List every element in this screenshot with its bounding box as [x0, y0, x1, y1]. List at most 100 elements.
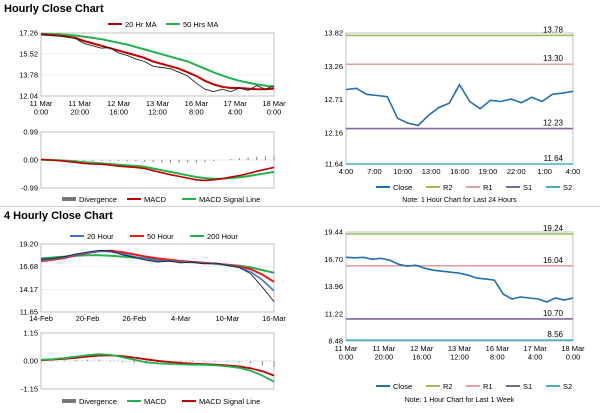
four-hourly-macd-y-tick: -1.15 [21, 385, 38, 394]
hourly-24h-x-tick: 10:00 [393, 167, 412, 176]
hourly-50hr-ma-line [40, 32, 275, 88]
four-hourly-legend-divergence-swatch [62, 399, 76, 403]
hourly-section-title: Hourly Close Chart [4, 3, 104, 15]
four-hourly-week-y-tick: 11.22 [325, 309, 343, 318]
four-hourly-week-legend-s1-label: S1 [523, 382, 532, 391]
four-hourly-price-x-tick: 20-Feb [76, 314, 100, 323]
hourly-24h-plot-area [345, 32, 574, 165]
hourly-24h-y-tick: 12.71 [324, 95, 343, 104]
four-hourly-week-legend-r2-label: R2 [443, 382, 453, 391]
hourly-24h-legend-s1-label: S1 [523, 183, 532, 192]
four-hourly-price-x-tick: 16-Mar [262, 314, 286, 323]
hourly-macd-y-tick: 0.00 [23, 156, 38, 165]
four-hourly-week-plot-area [345, 231, 574, 342]
four-hourly-week-y-tick: 19.44 [324, 228, 343, 237]
section-divider [0, 206, 600, 207]
four-hourly-price-x-tick: 4-Mar [171, 314, 191, 323]
hourly-24h-x-tick: 4:00 [566, 167, 581, 176]
four-hourly-week-x-tick: 13 Mar 12:00 [448, 344, 472, 362]
four-hourly-macd-signal-line [40, 354, 275, 377]
hourly-24h-level-r1-label: 13.30 [543, 54, 564, 63]
four-hourly-macd-line [40, 353, 275, 383]
hourly-price-x-tick: 16 Mar 8:00 [185, 99, 209, 117]
hourly-price-x-tick: 17 Mar 4:00 [223, 99, 247, 117]
four-hourly-week-x-tick: 11 Mar 20:00 [372, 344, 395, 362]
four-hourly-week-level-s2-label: 8.56 [547, 330, 563, 339]
four-hourly-price-x-tick: 26-Feb [122, 314, 146, 323]
four-hourly-price-x-tick: 14-Feb [29, 314, 53, 323]
hourly-24h-y-tick: 12.16 [324, 128, 343, 137]
four-hourly-legend-20-hour-label: 20 Hour [87, 232, 114, 241]
four-hourly-week-x-tick: 16 Mar 8:00 [486, 344, 510, 362]
four-hourly-legend-divergence-label: Divergence [79, 397, 117, 406]
four-hourly-20-hour-line [40, 250, 275, 292]
four-hourly-week-level-r2-label: 19.24 [543, 224, 564, 233]
hourly-price-x-tick: 11 Mar 20:00 [68, 99, 91, 117]
four-hourly-week-level-s1-label: 10.70 [543, 309, 564, 318]
hourly-legend-50hr-label: 50 Hrs MA [183, 20, 218, 29]
four-hourly-price-y-tick: 16.68 [19, 262, 38, 271]
hourly-24h-y-tick: 11.64 [325, 160, 343, 169]
four-hourly-week-x-tick: 17 Mar 4:00 [523, 344, 547, 362]
hourly-24h-y-tick: 13.26 [324, 62, 343, 71]
hourly-legend-divergence-label: Divergence [79, 195, 117, 204]
hourly-24h-legend-s2-label: S2 [563, 183, 572, 192]
four-hourly-week-legend-close-label: Close [393, 382, 412, 391]
hourly-price-y-tick: 13.78 [19, 71, 38, 80]
hourly-macd-y-tick: 0.99 [23, 128, 38, 137]
hourly-price-x-tick: 12 Mar 16:00 [107, 99, 131, 117]
hourly-24h-x-tick: 4:00 [339, 167, 354, 176]
hourly-24h-close-line [345, 83, 574, 127]
hourly-legend-divergence-swatch [62, 197, 76, 201]
four-hourly-week-x-tick: 12 Mar 16:00 [410, 344, 434, 362]
hourly-price-x-tick: 13 Mar 12:00 [146, 99, 170, 117]
four-hourly-week-x-tick: 11 Mar 0:00 [335, 344, 358, 362]
hourly-24h-level-s2-label: 11.64 [544, 154, 564, 163]
four-hourly-week-note: Note: 1 Hour Chart for Last 1 Week [405, 397, 515, 404]
four-hourly-week-legend-r1-label: R1 [483, 382, 493, 391]
four-hourly-price-y-tick: 11.65 [20, 308, 38, 317]
hourly-24h-level-s1-label: 12.23 [543, 119, 564, 128]
four-hourly-macd-y-tick: 1.15 [23, 329, 38, 338]
hourly-24h-legend-r2-label: R2 [443, 183, 453, 192]
hourly-24h-legend-r1-label: R1 [483, 183, 493, 192]
hourly-24h-legend-close-label: Close [393, 183, 412, 192]
hourly-24h-x-tick: 16:00 [450, 167, 469, 176]
hourly-24h-x-tick: 1:00 [537, 167, 552, 176]
hourly-price-x-tick: 18 Mar 0:00 [262, 99, 286, 117]
hourly-24h-y-tick: 13.82 [324, 29, 343, 38]
hourly-24h-x-tick: 19:00 [478, 167, 497, 176]
four-hourly-week-y-tick: 13.96 [324, 282, 343, 291]
hourly-legend-macd-label: MACD [144, 195, 167, 204]
hourly-legend-signal-label: MACD Signal Line [199, 195, 260, 204]
hourly-price-line [40, 34, 275, 93]
hourly-price-x-tick: 11 Mar 0:00 [30, 99, 53, 117]
four-hourly-price-line [40, 249, 275, 302]
hourly-price-plot-area [40, 32, 275, 97]
hourly-price-y-tick: 15.52 [19, 50, 38, 59]
hourly-24h-x-tick: 7:00 [367, 167, 382, 176]
four-hourly-macd-y-tick: 0.00 [23, 357, 38, 366]
four-hourly-week-legend-s2-label: S2 [563, 382, 572, 391]
four-hourly-week-close-line [345, 256, 574, 303]
four-hourly-week-x-tick: 18 Mar 0:00 [561, 344, 585, 362]
four-hourly-legend-200-hour-label: 200 Hour [207, 232, 238, 241]
hourly-24h-x-tick: 22:00 [507, 167, 526, 176]
hourly-macd-signal-line [40, 158, 275, 180]
hourly-20hr-ma-line [40, 33, 275, 91]
hourly-legend-20hr-label: 20 Hr MA [125, 20, 157, 29]
four-hourly-week-y-tick: 8.48 [328, 337, 343, 346]
four-hourly-legend-macd-label: MACD [144, 397, 167, 406]
four-hourly-legend-50-hour-label: 50 Hour [147, 232, 174, 241]
four-hourly-price-y-tick: 14.17 [19, 285, 38, 294]
hourly-24h-x-tick: 13:00 [422, 167, 441, 176]
hourly-price-y-tick: 17.26 [19, 29, 38, 38]
hourly-24h-level-r2-label: 13.78 [543, 25, 564, 34]
four-hourly-price-x-tick: 10-Mar [216, 314, 240, 323]
four-hourly-legend-signal-label: MACD Signal Line [199, 397, 260, 406]
four-hourly-price-y-tick: 19.20 [19, 240, 38, 249]
hourly-24h-note: Note: 1 Hour Chart for Last 24 Hours [402, 197, 517, 204]
four-hourly-week-y-tick: 16.70 [324, 255, 343, 264]
four-hourly-week-level-r1-label: 16.04 [543, 256, 564, 265]
